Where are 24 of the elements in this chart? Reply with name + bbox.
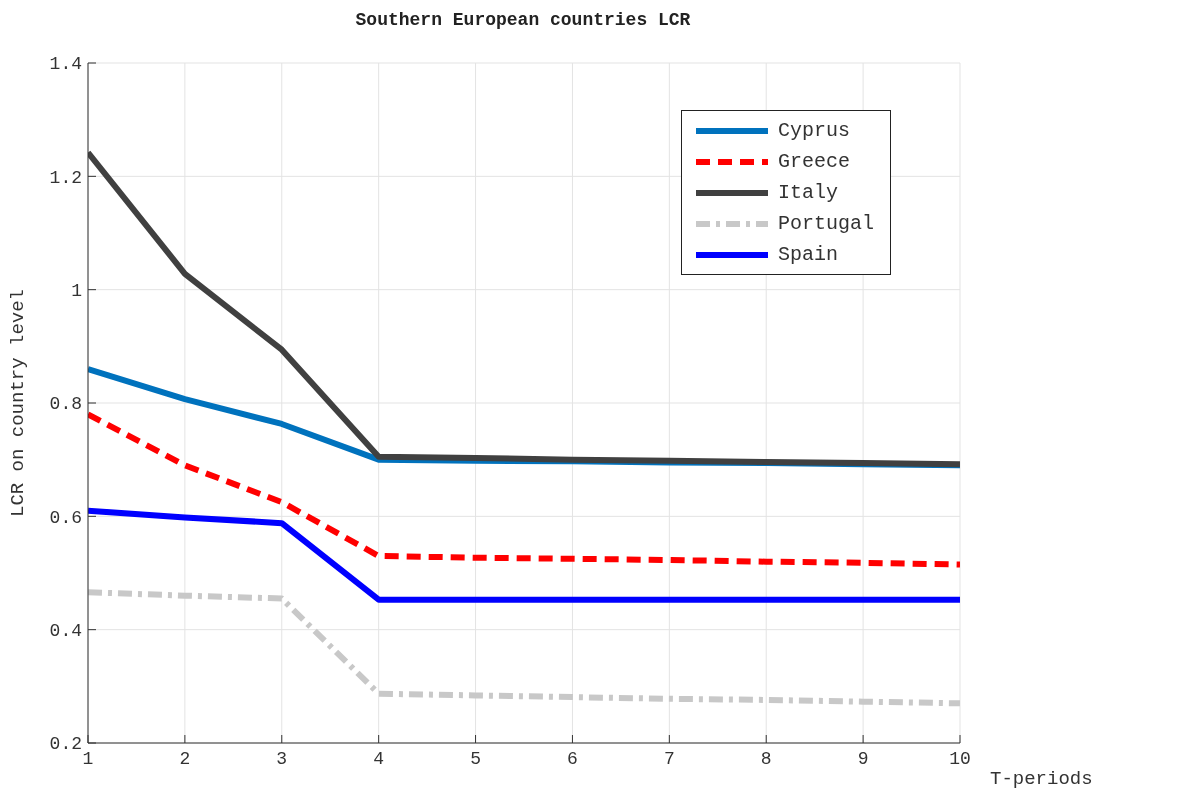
y-tick-label: 1.4 bbox=[49, 54, 82, 75]
legend-label: Greece bbox=[778, 150, 851, 173]
x-tick-label: 6 bbox=[567, 748, 578, 769]
y-tick-label: 1.2 bbox=[49, 167, 82, 188]
x-tick-label: 2 bbox=[179, 748, 191, 769]
legend-label: Cyprus bbox=[778, 119, 851, 142]
y-tick-label: 1 bbox=[71, 281, 82, 302]
legend-label: Italy bbox=[778, 181, 839, 204]
x-tick-label: 3 bbox=[276, 748, 288, 769]
legend-label: Portugal bbox=[778, 212, 875, 235]
legend-label: Spain bbox=[778, 243, 839, 266]
x-tick-label: 9 bbox=[857, 748, 869, 769]
y-tick-label: 0.8 bbox=[49, 394, 82, 415]
y-tick-label: 0.2 bbox=[49, 734, 82, 755]
y-tick-label: 0.4 bbox=[49, 621, 82, 642]
chart-title: Southern European countries LCR bbox=[354, 10, 692, 30]
y-tick-label: 0.6 bbox=[49, 507, 82, 528]
x-tick-label: 8 bbox=[760, 748, 772, 769]
y-axis-title: LCR on country level bbox=[6, 288, 29, 518]
x-tick-label: 10 bbox=[949, 748, 971, 769]
x-tick-label: 4 bbox=[373, 748, 385, 769]
x-tick-label: 7 bbox=[663, 748, 675, 769]
x-axis-title: T-periods bbox=[990, 767, 1093, 790]
x-tick-label: 5 bbox=[470, 748, 481, 769]
